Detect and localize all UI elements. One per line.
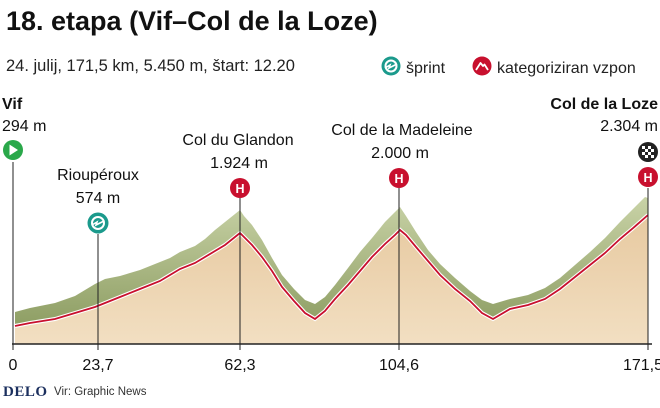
sprint-name: Rioupéroux: [57, 167, 139, 184]
start-elevation: 294 m: [2, 118, 46, 135]
climb1-elevation: 1.924 m: [210, 155, 268, 172]
climb-badge-2: H: [394, 172, 403, 186]
legend-climb: kategoriziran vzpon: [472, 56, 636, 81]
climb-marker-1: H: [230, 178, 250, 198]
legend-sprint-label: šprint: [406, 59, 446, 77]
climb-icon: [472, 56, 492, 81]
climb-badge-finish: H: [643, 171, 652, 185]
climb-marker-finish: H: [638, 167, 658, 187]
page-title: 18. etapa (Vif–Col de la Loze): [6, 6, 378, 36]
km-label-2: 62,3: [224, 357, 255, 374]
climb-marker-2: H: [389, 168, 409, 188]
terrain-fill: [15, 215, 648, 344]
climb2-elevation: 2.000 m: [371, 145, 429, 162]
finish-flag-icon: [638, 142, 658, 162]
legend-climb-label: kategoriziran vzpon: [497, 59, 636, 77]
climb2-name: Col de la Madeleine: [331, 122, 473, 139]
climb-badge-1: H: [235, 182, 244, 196]
stage-subtitle: 24. julij, 171,5 km, 5.450 m, štart: 12.…: [6, 57, 295, 75]
sprint-elevation: 574 m: [76, 190, 120, 207]
km-label-1: 23,7: [82, 357, 113, 374]
sprint-icon: [381, 56, 401, 81]
sprint-marker-icon: [87, 212, 109, 234]
km-label-3: 104,6: [379, 357, 419, 374]
finish-name: Col de la Loze: [550, 96, 658, 113]
km-label-0: 0: [9, 357, 18, 374]
source-credit: Vir: Graphic News: [54, 386, 147, 398]
km-label-4: 171,5: [623, 357, 660, 374]
start-name: Vif: [2, 96, 23, 113]
terrain-top-band: [15, 197, 648, 324]
legend-sprint: šprint: [381, 56, 445, 81]
profile-line: [14, 214, 649, 327]
climb1-name: Col du Glandon: [182, 132, 293, 149]
finish-elevation: 2.304 m: [600, 118, 658, 135]
brand-logo: DELO: [3, 384, 48, 400]
start-icon: [3, 140, 23, 160]
